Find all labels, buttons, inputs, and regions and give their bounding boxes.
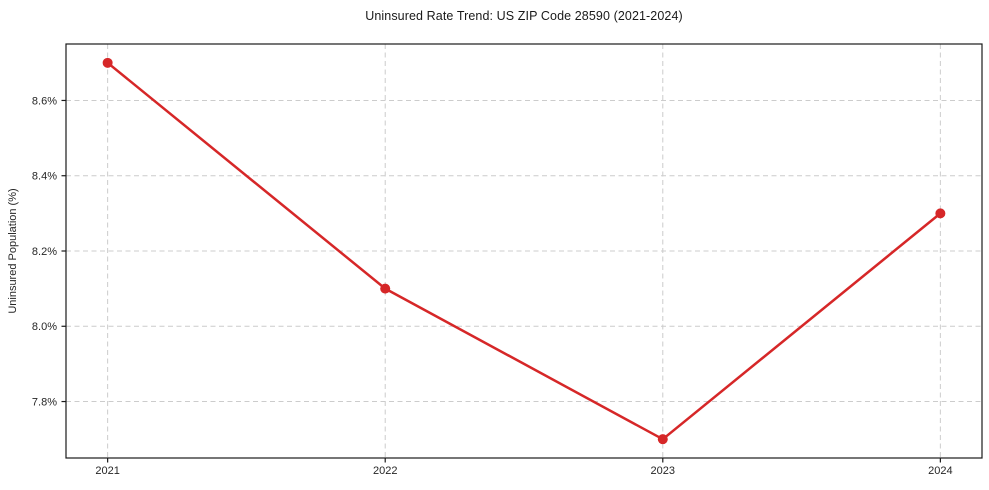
data-point-marker <box>935 208 946 219</box>
y-tick-label: 8.6% <box>32 95 57 107</box>
trend-line <box>106 61 942 441</box>
x-tick-label: 2021 <box>95 465 119 477</box>
y-tick-label: 7.8% <box>32 396 57 408</box>
y-tick-label: 8.2% <box>32 246 57 258</box>
y-tick-label: 8.4% <box>32 171 57 183</box>
x-tick-label: 2023 <box>651 465 675 477</box>
data-point-marker <box>102 57 113 68</box>
y-tick-label: 8.0% <box>32 321 57 333</box>
x-tick-label: 2024 <box>928 465 952 477</box>
chart-title: Uninsured Rate Trend: US ZIP Code 28590 … <box>365 9 683 23</box>
x-tick-label: 2022 <box>373 465 397 477</box>
data-point-marker <box>380 283 391 294</box>
data-point-marker <box>657 434 668 445</box>
